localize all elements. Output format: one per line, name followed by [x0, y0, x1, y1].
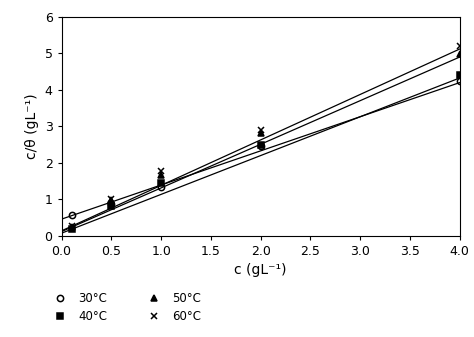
X-axis label: c (gL⁻¹): c (gL⁻¹)	[235, 264, 287, 277]
Legend: 30°C, 40°C, 50°C, 60°C: 30°C, 40°C, 50°C, 60°C	[44, 287, 206, 328]
Y-axis label: c/θ (gL⁻¹): c/θ (gL⁻¹)	[25, 94, 39, 159]
